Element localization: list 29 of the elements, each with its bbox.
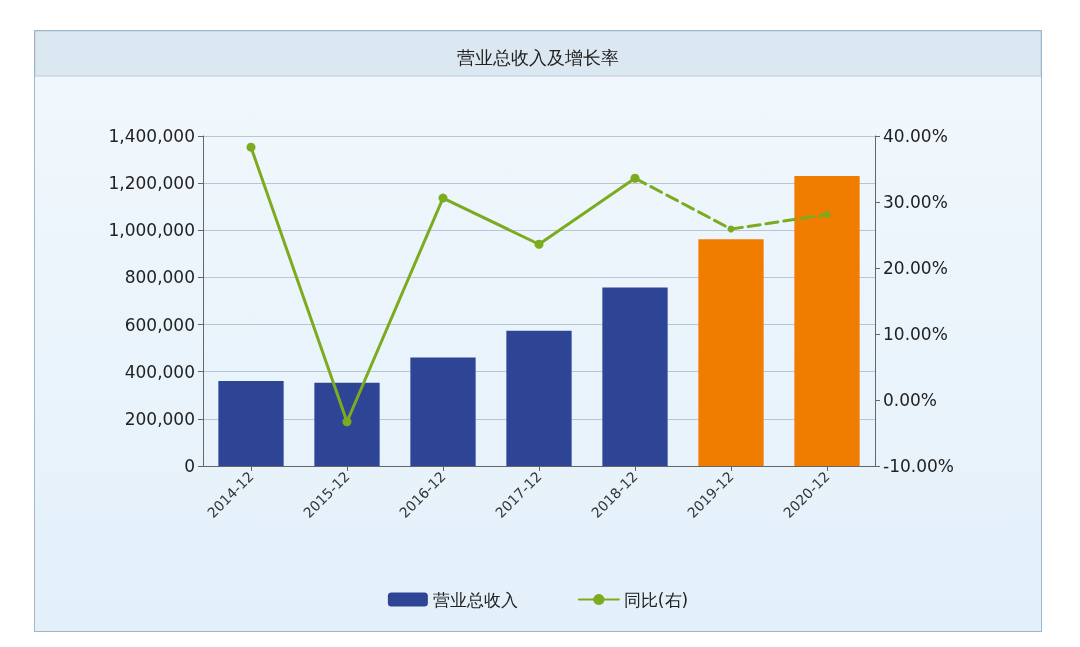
bar	[218, 380, 284, 466]
point	[823, 211, 831, 219]
y-tick-label: 800,000	[124, 267, 195, 288]
y-tick-label: 400,000	[124, 361, 195, 382]
y-tick-label: 200,000	[124, 408, 195, 429]
bar	[794, 176, 860, 466]
legend-label: 同比(右)	[623, 589, 689, 610]
point	[246, 142, 256, 152]
y-tick-label: 1,400,000	[108, 126, 195, 146]
legend-label: 营业总收入	[432, 589, 518, 610]
point	[534, 239, 544, 249]
y2-tick-label: 30.00%	[883, 192, 948, 212]
y-tick-label: 1,200,000	[108, 173, 195, 194]
chart-title: 营业总收入及增长率	[457, 46, 619, 68]
bar	[314, 382, 380, 466]
y-tick-label: 0	[184, 456, 195, 476]
y2-tick-label: 40.00%	[883, 126, 948, 146]
y2-tick-label: 10.00%	[883, 324, 948, 344]
y2-tick-label: 20.00%	[883, 258, 948, 278]
y2-tick-label: 0.00%	[883, 390, 938, 410]
bar	[698, 239, 764, 466]
bar	[602, 287, 668, 466]
y-tick-label: 1,000,000	[108, 220, 195, 241]
y-tick-label: 600,000	[124, 314, 195, 335]
y2-tick-label: -10.00%	[883, 456, 954, 476]
bar	[506, 330, 572, 466]
bar	[410, 357, 476, 466]
point	[342, 417, 352, 427]
point	[438, 193, 448, 203]
